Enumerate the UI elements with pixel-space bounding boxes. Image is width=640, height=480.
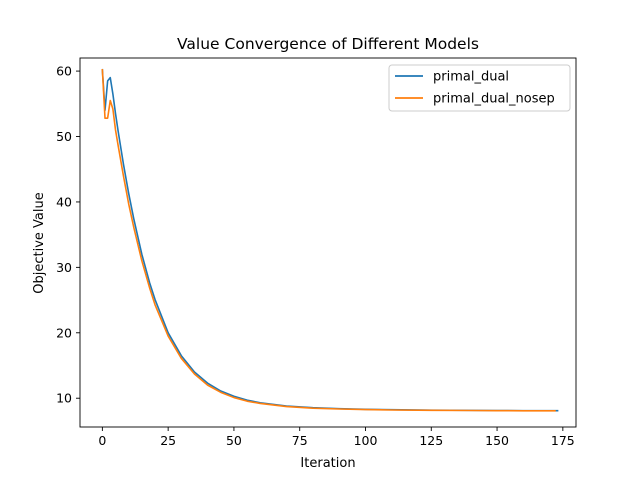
x-tick-label: 100 xyxy=(354,433,378,448)
y-tick-label: 20 xyxy=(56,325,72,340)
y-tick-label: 50 xyxy=(56,129,72,144)
x-tick-label: 75 xyxy=(292,433,308,448)
x-axis-label: Iteration xyxy=(300,456,355,471)
y-tick-label: 10 xyxy=(56,391,72,406)
plot-area: 0 25 50 75 100 125 150 175 10 20 30 40 50 60 xyxy=(56,57,577,448)
axes-frame xyxy=(79,57,577,428)
x-tick-label: 125 xyxy=(419,433,443,448)
legend-label: primal_dual xyxy=(433,70,509,85)
legend-label: primal_dual_nosep xyxy=(433,92,555,107)
chart-title: Value Convergence of Different Models xyxy=(177,35,479,53)
y-tick-label: 30 xyxy=(56,260,72,275)
y-axis-label: Objective Value xyxy=(32,192,47,293)
y-tick-label: 40 xyxy=(56,194,72,209)
x-tick-label: 150 xyxy=(485,433,509,448)
x-tick-label: 25 xyxy=(160,433,176,448)
x-tick-label: 50 xyxy=(226,433,242,448)
legend: primal_dual primal_dual_nosep xyxy=(388,64,571,112)
legend-box xyxy=(388,64,571,112)
series-line-primal-dual-nosep xyxy=(101,68,556,412)
x-tick-label: 0 xyxy=(98,433,106,448)
x-tick-label: 175 xyxy=(551,433,575,448)
y-tick-label: 60 xyxy=(56,64,72,79)
